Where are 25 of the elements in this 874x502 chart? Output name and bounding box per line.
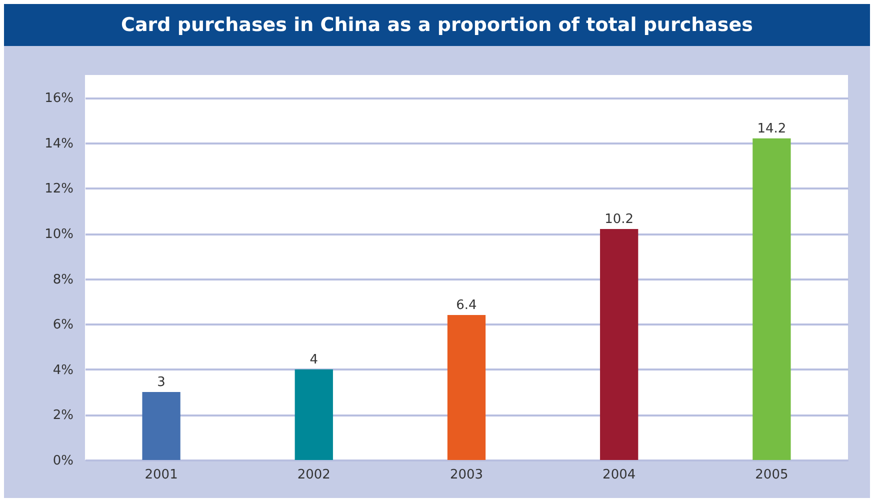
bar [142,392,180,460]
y-tick-label: 14% [44,136,74,152]
y-tick-label: 6% [52,318,74,333]
data-label: 10.2 [604,212,634,227]
y-tick-label: 12% [44,182,74,197]
x-tick-label: 2003 [450,468,484,482]
chart-title: Card purchases in China as a proportion of total purchases [4,4,870,46]
x-tick-label: 2002 [297,468,330,482]
x-tick-label: 2004 [602,468,636,482]
x-tick-label: 2005 [755,468,788,482]
data-label: 6.4 [456,298,477,314]
bar [600,229,638,460]
y-tick-label: 0% [52,454,74,468]
x-tick-label: 2001 [144,468,178,482]
y-tick-label: 8% [52,272,74,288]
y-tick-label: 10% [44,227,74,242]
data-label: 14.2 [757,121,786,136]
y-tick-label: 4% [52,362,74,378]
bar [294,369,333,460]
data-label: 4 [310,352,318,368]
data-label: 3 [157,375,166,390]
y-tick-label: 2% [52,408,74,424]
y-tick-label: 16% [44,91,74,106]
bar [752,138,791,460]
bar [447,315,486,460]
